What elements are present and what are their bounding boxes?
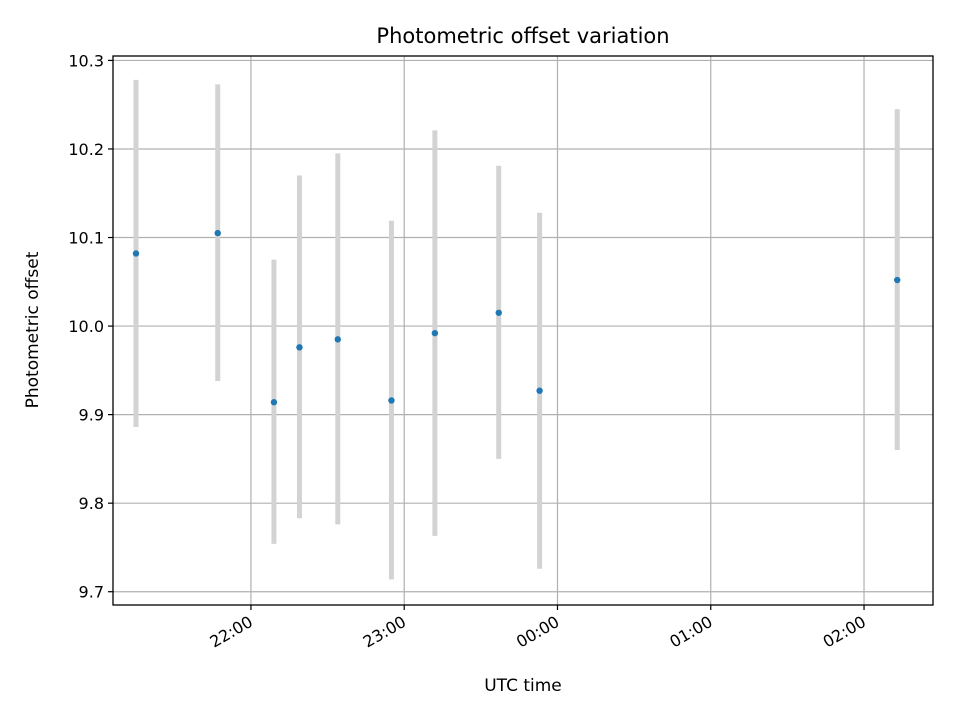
y-tick-label: 10.3 bbox=[68, 51, 104, 70]
data-point bbox=[495, 309, 502, 316]
data-points bbox=[132, 229, 901, 406]
data-point bbox=[296, 344, 303, 351]
x-axis-label: UTC time bbox=[484, 676, 562, 696]
data-point bbox=[214, 229, 221, 237]
data-point bbox=[132, 250, 140, 257]
data-point bbox=[270, 399, 278, 406]
y-axis-label: Photometric offset bbox=[23, 251, 43, 408]
data-point bbox=[536, 387, 543, 394]
plot-frame bbox=[112, 55, 934, 606]
y-tick-label: 9.7 bbox=[79, 583, 104, 602]
y-tick-label: 10.0 bbox=[68, 317, 104, 336]
data-point bbox=[894, 276, 901, 284]
y-tick-label: 9.8 bbox=[79, 494, 104, 513]
data-point bbox=[334, 336, 341, 343]
chart-title: Photometric offset variation bbox=[376, 24, 669, 48]
y-tick-label: 10.2 bbox=[68, 140, 104, 159]
y-tick-label: 10.1 bbox=[68, 229, 104, 248]
data-point bbox=[388, 397, 395, 404]
grid bbox=[113, 56, 933, 605]
y-tick-label: 9.9 bbox=[79, 406, 104, 425]
data-point bbox=[431, 329, 439, 337]
